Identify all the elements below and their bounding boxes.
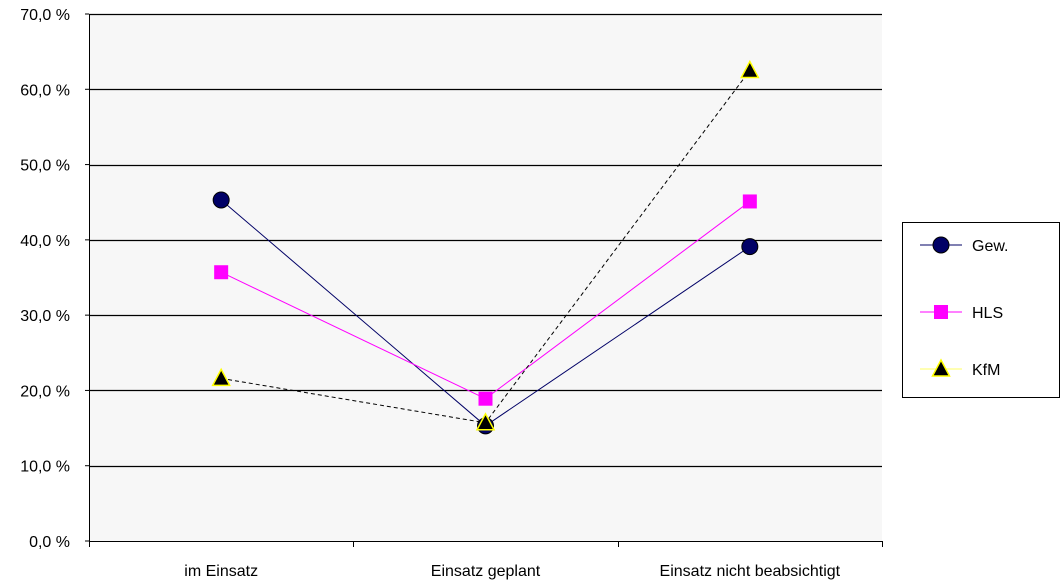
data-point-2-0: [211, 367, 231, 387]
data-point-1-0: [214, 265, 229, 280]
x-axis: im Einsatz Einsatz geplant Einsatz nicht b…: [89, 541, 883, 580]
data-point-2-2: [740, 59, 760, 79]
y-tick-label-0: 0,0 %: [29, 534, 70, 551]
y-axis: 0,0 % 10,0 % 20,0 % 30,0 % 40,0 % 50,0 % 60,0 …: [20, 7, 90, 551]
y-tick-label-4: 40,0 %: [20, 233, 70, 250]
plot-background: [89, 14, 882, 541]
plot-area: [89, 13, 882, 541]
series-layer: [211, 59, 760, 435]
legend-item-1: HLS: [920, 305, 1003, 322]
legend-marker-2: [931, 358, 951, 377]
legend: Gew. HLS KfM: [902, 222, 1060, 398]
data-point-2-1: [475, 412, 496, 431]
legend-label-0: Gew.: [972, 238, 1008, 255]
legend-label-2: KfM: [972, 362, 1000, 379]
data-point-1-1: [478, 391, 493, 406]
y-tick-label-7: 70,0 %: [20, 7, 70, 24]
x-tick-label-1: Einsatz geplant: [431, 563, 541, 580]
data-point-1-2: [742, 194, 757, 209]
x-tick-label-0: im Einsatz: [184, 563, 258, 580]
x-tick-label-2: Einsatz nicht beabsichtigt: [660, 563, 841, 580]
legend-box: [902, 222, 1060, 398]
legend-marker-0: [932, 236, 950, 254]
series-hls: [214, 194, 757, 406]
legend-marker-1: [934, 305, 948, 319]
data-point-0-0: [212, 191, 230, 209]
legend-item-0: Gew.: [920, 236, 1008, 255]
y-tick-label-5: 50,0 %: [20, 158, 70, 175]
y-tick-label-2: 20,0 %: [20, 383, 70, 400]
legend-label-1: HLS: [972, 305, 1003, 322]
y-tick-label-3: 30,0 %: [20, 308, 70, 325]
y-tick-label-1: 10,0 %: [20, 459, 70, 476]
series-kfm: [211, 59, 760, 431]
data-point-0-2: [741, 238, 759, 256]
y-tick-label-6: 60,0 %: [20, 82, 70, 99]
legend-item-2: KfM: [920, 358, 1000, 379]
